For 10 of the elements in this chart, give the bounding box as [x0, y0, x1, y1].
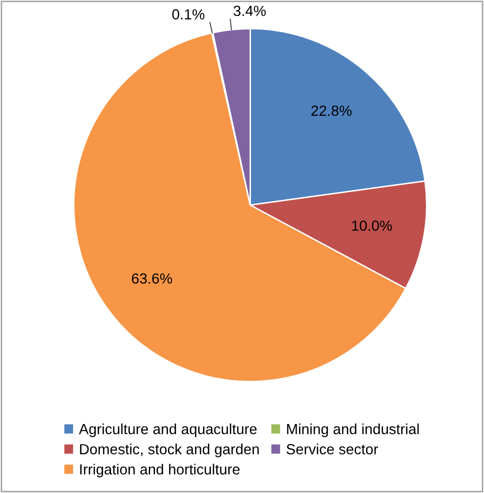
legend-label: Agriculture and aquaculture: [78, 424, 257, 438]
legend-label: Irrigation and horticulture: [80, 464, 240, 478]
legend-label: Mining and industrial: [287, 424, 419, 438]
data-label: 0.1%: [172, 9, 204, 20]
legend-label: Domestic, stock and garden: [80, 444, 259, 458]
data-label: 22.8%: [311, 106, 352, 116]
data-label: 3.4%: [234, 6, 266, 16]
legend-label: Service sector: [286, 444, 378, 454]
data-label: 10.0%: [352, 220, 392, 231]
data-label: 63.6%: [132, 273, 172, 284]
